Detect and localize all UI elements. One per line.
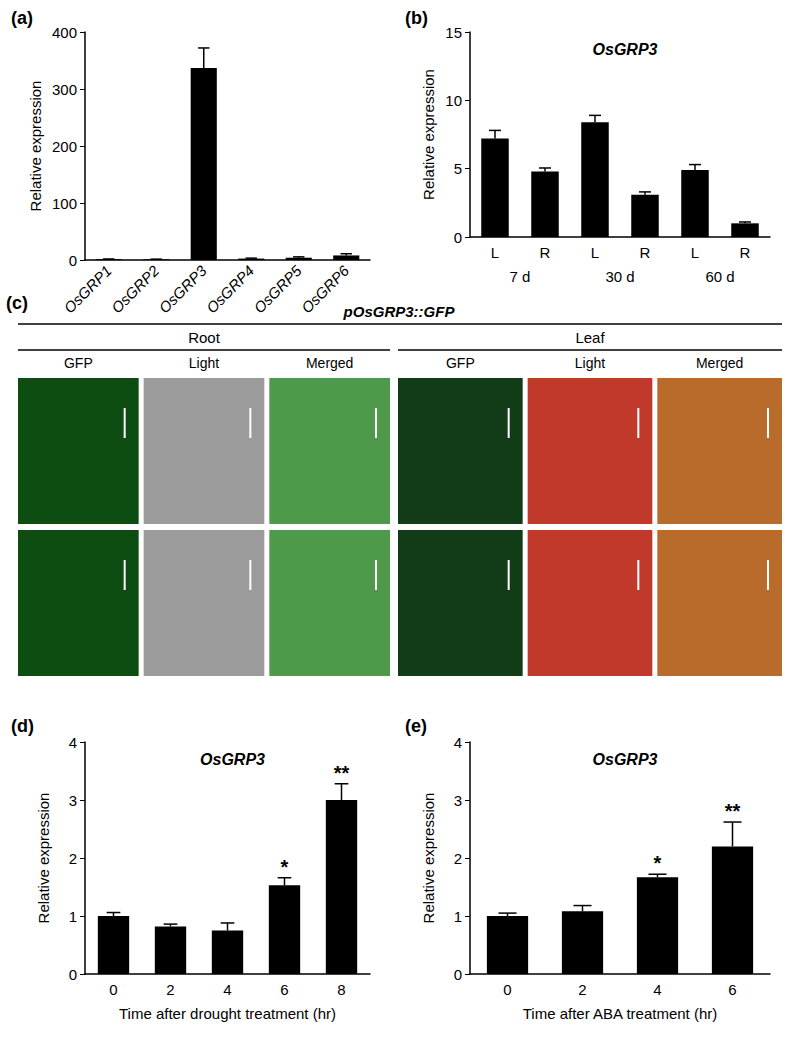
- svg-text:Root: Root: [188, 329, 221, 346]
- svg-text:*: *: [654, 852, 662, 874]
- svg-text:1: 1: [69, 908, 77, 925]
- svg-text:5: 5: [454, 160, 462, 177]
- svg-text:Time after ABA treatment (hr): Time after ABA treatment (hr): [523, 1005, 718, 1022]
- svg-text:pOsGRP3::GFP: pOsGRP3::GFP: [343, 303, 456, 320]
- svg-text:Light: Light: [575, 355, 605, 371]
- svg-text:3: 3: [69, 792, 77, 809]
- svg-text:Time after drought treatment (: Time after drought treatment (hr): [119, 1005, 336, 1022]
- svg-text:100: 100: [52, 195, 77, 212]
- svg-text:7 d: 7 d: [510, 268, 531, 285]
- svg-text:400: 400: [52, 24, 77, 41]
- svg-text:OsGRP4: OsGRP4: [203, 262, 257, 316]
- svg-text:L: L: [691, 244, 699, 261]
- svg-text:OsGRP2: OsGRP2: [108, 262, 163, 317]
- svg-text:Relative expression: Relative expression: [27, 81, 44, 212]
- svg-text:4: 4: [223, 981, 231, 998]
- svg-text:L: L: [591, 244, 599, 261]
- svg-text:OsGRP5: OsGRP5: [250, 262, 305, 317]
- svg-text:Relative expression: Relative expression: [420, 69, 437, 200]
- svg-text:60 d: 60 d: [705, 268, 734, 285]
- svg-text:15: 15: [445, 24, 462, 41]
- svg-text:2: 2: [69, 850, 77, 867]
- svg-text:R: R: [540, 244, 551, 261]
- svg-text:R: R: [740, 244, 751, 261]
- svg-text:0: 0: [503, 981, 511, 998]
- svg-text:4: 4: [69, 734, 77, 751]
- svg-text:0: 0: [454, 966, 462, 983]
- svg-text:10: 10: [445, 92, 462, 109]
- svg-text:(a): (a): [11, 8, 33, 28]
- svg-text:OsGRP1: OsGRP1: [60, 262, 114, 316]
- svg-text:OsGRP3: OsGRP3: [593, 751, 658, 768]
- svg-text:(b): (b): [405, 8, 428, 28]
- svg-text:0: 0: [109, 981, 117, 998]
- svg-text:2: 2: [166, 981, 174, 998]
- svg-text:GFP: GFP: [64, 355, 93, 371]
- svg-text:Relative expression: Relative expression: [420, 793, 437, 924]
- svg-text:8: 8: [337, 981, 345, 998]
- svg-text:**: **: [334, 762, 350, 784]
- svg-text:(c): (c): [6, 293, 28, 313]
- svg-text:OsGRP3: OsGRP3: [200, 751, 265, 768]
- svg-text:Relative expression: Relative expression: [35, 793, 52, 924]
- svg-text:Leaf: Leaf: [575, 329, 605, 346]
- svg-text:0: 0: [454, 229, 462, 246]
- svg-text:1: 1: [454, 908, 462, 925]
- svg-text:**: **: [725, 800, 741, 822]
- svg-text:*: *: [281, 856, 289, 878]
- svg-text:6: 6: [280, 981, 288, 998]
- svg-text:6: 6: [728, 981, 736, 998]
- svg-text:2: 2: [578, 981, 586, 998]
- svg-text:Merged: Merged: [306, 355, 353, 371]
- svg-text:OsGRP3: OsGRP3: [155, 262, 210, 317]
- svg-text:(d): (d): [11, 716, 34, 736]
- svg-text:Light: Light: [189, 355, 219, 371]
- svg-text:Merged: Merged: [696, 355, 743, 371]
- svg-text:30 d: 30 d: [605, 268, 634, 285]
- svg-text:OsGRP6: OsGRP6: [298, 262, 353, 317]
- svg-text:3: 3: [454, 792, 462, 809]
- svg-text:4: 4: [653, 981, 661, 998]
- svg-text:L: L: [491, 244, 499, 261]
- svg-text:0: 0: [69, 966, 77, 983]
- svg-text:0: 0: [69, 252, 77, 269]
- svg-text:(e): (e): [405, 716, 427, 736]
- svg-text:R: R: [640, 244, 651, 261]
- svg-text:GFP: GFP: [446, 355, 475, 371]
- svg-text:2: 2: [454, 850, 462, 867]
- svg-text:200: 200: [52, 138, 77, 155]
- svg-text:OsGRP3: OsGRP3: [593, 41, 658, 58]
- svg-text:4: 4: [454, 734, 462, 751]
- svg-text:300: 300: [52, 81, 77, 98]
